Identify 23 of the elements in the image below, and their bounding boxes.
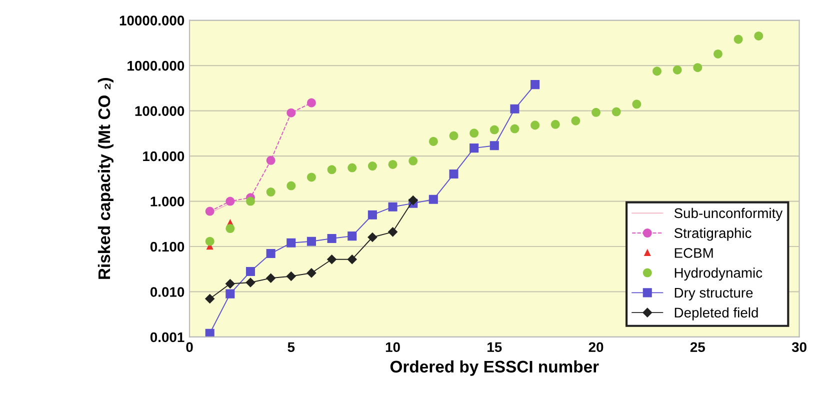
x-tick-label: 15 <box>488 342 502 352</box>
x-tick-label: 5 <box>288 342 295 352</box>
y-tick-label: 0.001 <box>150 332 184 342</box>
x-tick-label: 25 <box>690 342 705 352</box>
x-tick-label: 10 <box>386 342 400 352</box>
x-tick-label: 0 <box>186 342 193 352</box>
y-tick-label: 10.000 <box>143 151 184 162</box>
legend-label: Stratigraphic <box>674 228 752 241</box>
y-tick-label: 100.000 <box>135 106 184 116</box>
y-tick-label: 1000.000 <box>128 60 184 71</box>
legend-label: Hydrodynamic <box>674 268 762 281</box>
x-tick-label: 30 <box>792 342 806 352</box>
y-tick-label: 0.100 <box>150 242 184 252</box>
x-tick-label: 20 <box>588 342 604 352</box>
legend-label: Depleted field <box>674 307 758 320</box>
y-tick-label: 10000.000 <box>120 16 184 26</box>
y-axis-title: Risked capacity (Mt CO ₂) <box>98 78 114 279</box>
x-axis-title: Ordered by ESSCI number <box>390 360 599 376</box>
y-tick-label: 1.000 <box>150 196 184 206</box>
legend-label: Sub-unconformity <box>674 208 783 221</box>
legend-label: Dry structure <box>674 288 753 300</box>
y-tick-label: 0.010 <box>150 287 184 297</box>
legend-label: ECBM <box>674 248 713 258</box>
